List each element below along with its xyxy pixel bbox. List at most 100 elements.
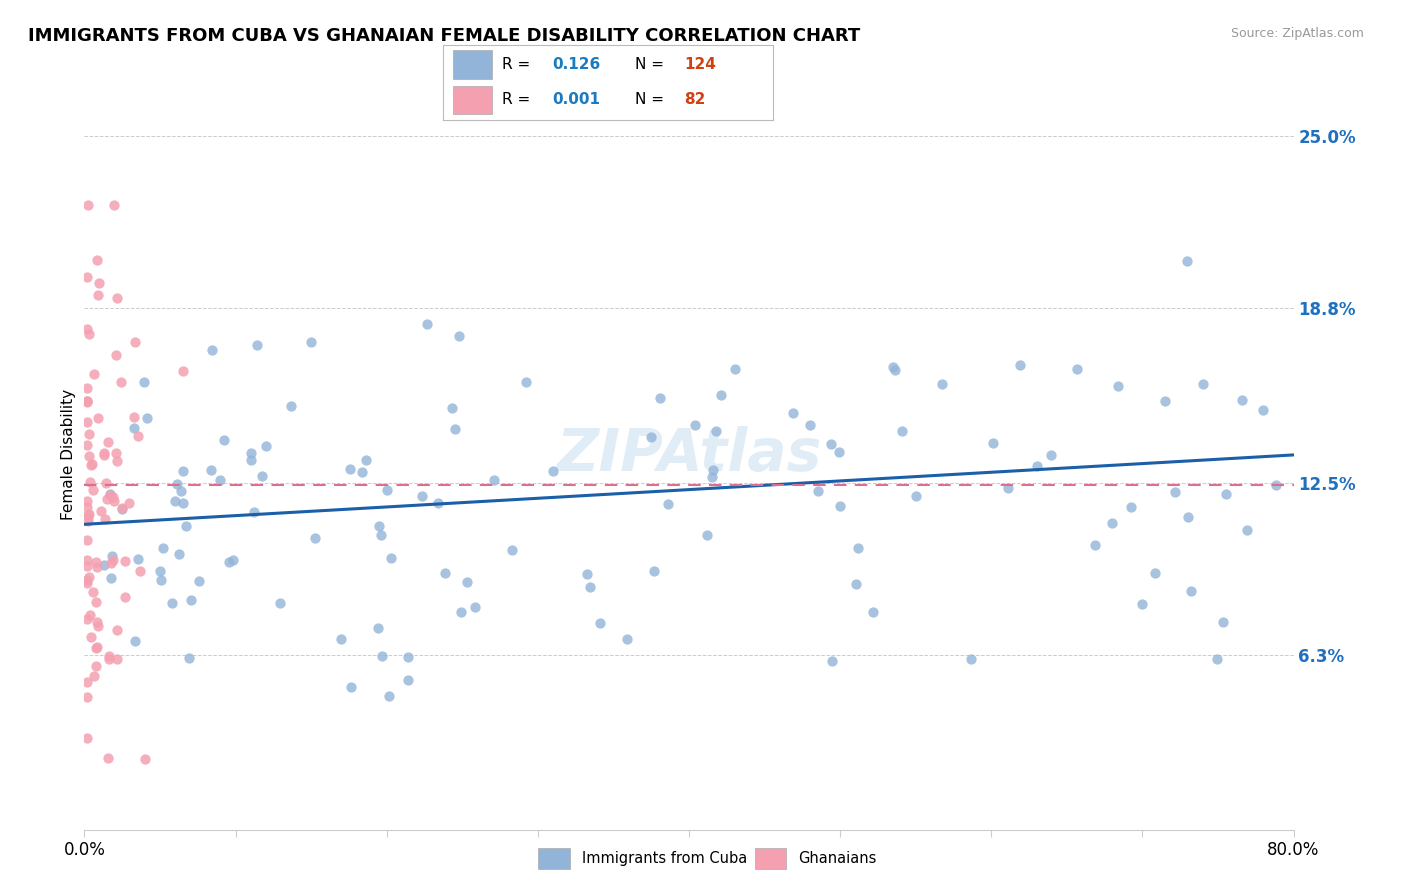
Point bbox=[1175, 253, 1198, 268]
Point bbox=[329, 632, 352, 647]
Point bbox=[704, 425, 727, 439]
Point bbox=[657, 497, 679, 511]
Point bbox=[86, 615, 108, 629]
FancyBboxPatch shape bbox=[453, 86, 492, 114]
Point bbox=[188, 574, 211, 588]
Point bbox=[76, 415, 98, 429]
Point bbox=[76, 559, 98, 574]
Point bbox=[1143, 566, 1166, 581]
Point bbox=[76, 393, 98, 408]
Text: 0.126: 0.126 bbox=[553, 57, 600, 72]
Point bbox=[79, 475, 101, 490]
Point bbox=[167, 547, 190, 561]
Point bbox=[1084, 538, 1107, 552]
Point bbox=[616, 632, 638, 646]
Point bbox=[110, 502, 132, 516]
Point bbox=[375, 483, 398, 497]
Point bbox=[1066, 361, 1088, 376]
Point bbox=[931, 376, 953, 391]
Point bbox=[371, 649, 394, 664]
Point bbox=[208, 473, 231, 487]
Point bbox=[997, 481, 1019, 495]
Point bbox=[882, 360, 904, 375]
Point bbox=[132, 376, 155, 390]
Point bbox=[136, 411, 159, 425]
Point bbox=[396, 649, 419, 664]
Text: 0.001: 0.001 bbox=[553, 93, 600, 107]
Point bbox=[97, 651, 120, 665]
Point bbox=[304, 531, 326, 545]
Point bbox=[103, 198, 125, 212]
Text: Ghanaians: Ghanaians bbox=[799, 851, 876, 866]
Point bbox=[96, 492, 118, 507]
Point bbox=[696, 528, 718, 542]
Point bbox=[101, 549, 124, 563]
Point bbox=[1230, 393, 1253, 408]
Point bbox=[1253, 403, 1275, 417]
Point bbox=[243, 505, 266, 519]
Point bbox=[177, 651, 200, 665]
Point bbox=[82, 584, 104, 599]
Point bbox=[218, 555, 240, 569]
Point bbox=[1177, 509, 1199, 524]
Point bbox=[84, 595, 107, 609]
Point bbox=[76, 514, 98, 528]
Point bbox=[830, 499, 852, 513]
Point bbox=[122, 421, 145, 435]
Point bbox=[799, 418, 821, 433]
Point bbox=[1107, 379, 1129, 393]
Point bbox=[172, 496, 194, 510]
Point bbox=[1130, 597, 1153, 611]
Point bbox=[683, 417, 706, 432]
Point bbox=[172, 364, 194, 378]
Point bbox=[101, 553, 124, 567]
Point bbox=[339, 462, 361, 476]
Point bbox=[90, 504, 112, 518]
Point bbox=[101, 491, 124, 505]
Point bbox=[114, 554, 136, 568]
Point bbox=[367, 621, 389, 635]
Point bbox=[269, 596, 291, 610]
Point bbox=[367, 519, 389, 533]
Text: R =: R = bbox=[502, 57, 536, 72]
Point bbox=[76, 269, 98, 284]
Point bbox=[464, 599, 486, 614]
Text: N =: N = bbox=[634, 57, 668, 72]
Point bbox=[100, 487, 122, 501]
Point bbox=[1205, 651, 1227, 665]
Point bbox=[904, 489, 927, 503]
Point bbox=[76, 690, 98, 705]
Point bbox=[1025, 458, 1047, 473]
Point bbox=[76, 394, 98, 409]
Point bbox=[100, 486, 122, 500]
Point bbox=[82, 483, 104, 497]
Point bbox=[883, 363, 905, 377]
Point bbox=[77, 198, 100, 212]
Point bbox=[83, 367, 105, 381]
Point bbox=[84, 555, 107, 569]
Point bbox=[576, 567, 599, 582]
Point bbox=[983, 436, 1005, 450]
Point bbox=[105, 454, 128, 468]
Point bbox=[1236, 524, 1258, 538]
FancyBboxPatch shape bbox=[453, 50, 492, 78]
Point bbox=[118, 495, 141, 509]
Point bbox=[124, 634, 146, 648]
Point bbox=[643, 564, 665, 578]
Point bbox=[111, 501, 134, 516]
Text: Source: ZipAtlas.com: Source: ZipAtlas.com bbox=[1230, 27, 1364, 40]
Point bbox=[862, 605, 884, 619]
Point bbox=[152, 541, 174, 555]
Point bbox=[250, 469, 273, 483]
Point bbox=[1180, 584, 1202, 599]
Point bbox=[76, 500, 98, 514]
Point bbox=[93, 512, 115, 526]
Point bbox=[86, 658, 108, 673]
Point bbox=[122, 409, 145, 424]
Point bbox=[1164, 485, 1187, 500]
Point bbox=[1212, 615, 1234, 630]
Point bbox=[702, 462, 724, 476]
Text: 82: 82 bbox=[685, 93, 706, 107]
Point bbox=[396, 673, 419, 687]
Point bbox=[828, 445, 851, 459]
